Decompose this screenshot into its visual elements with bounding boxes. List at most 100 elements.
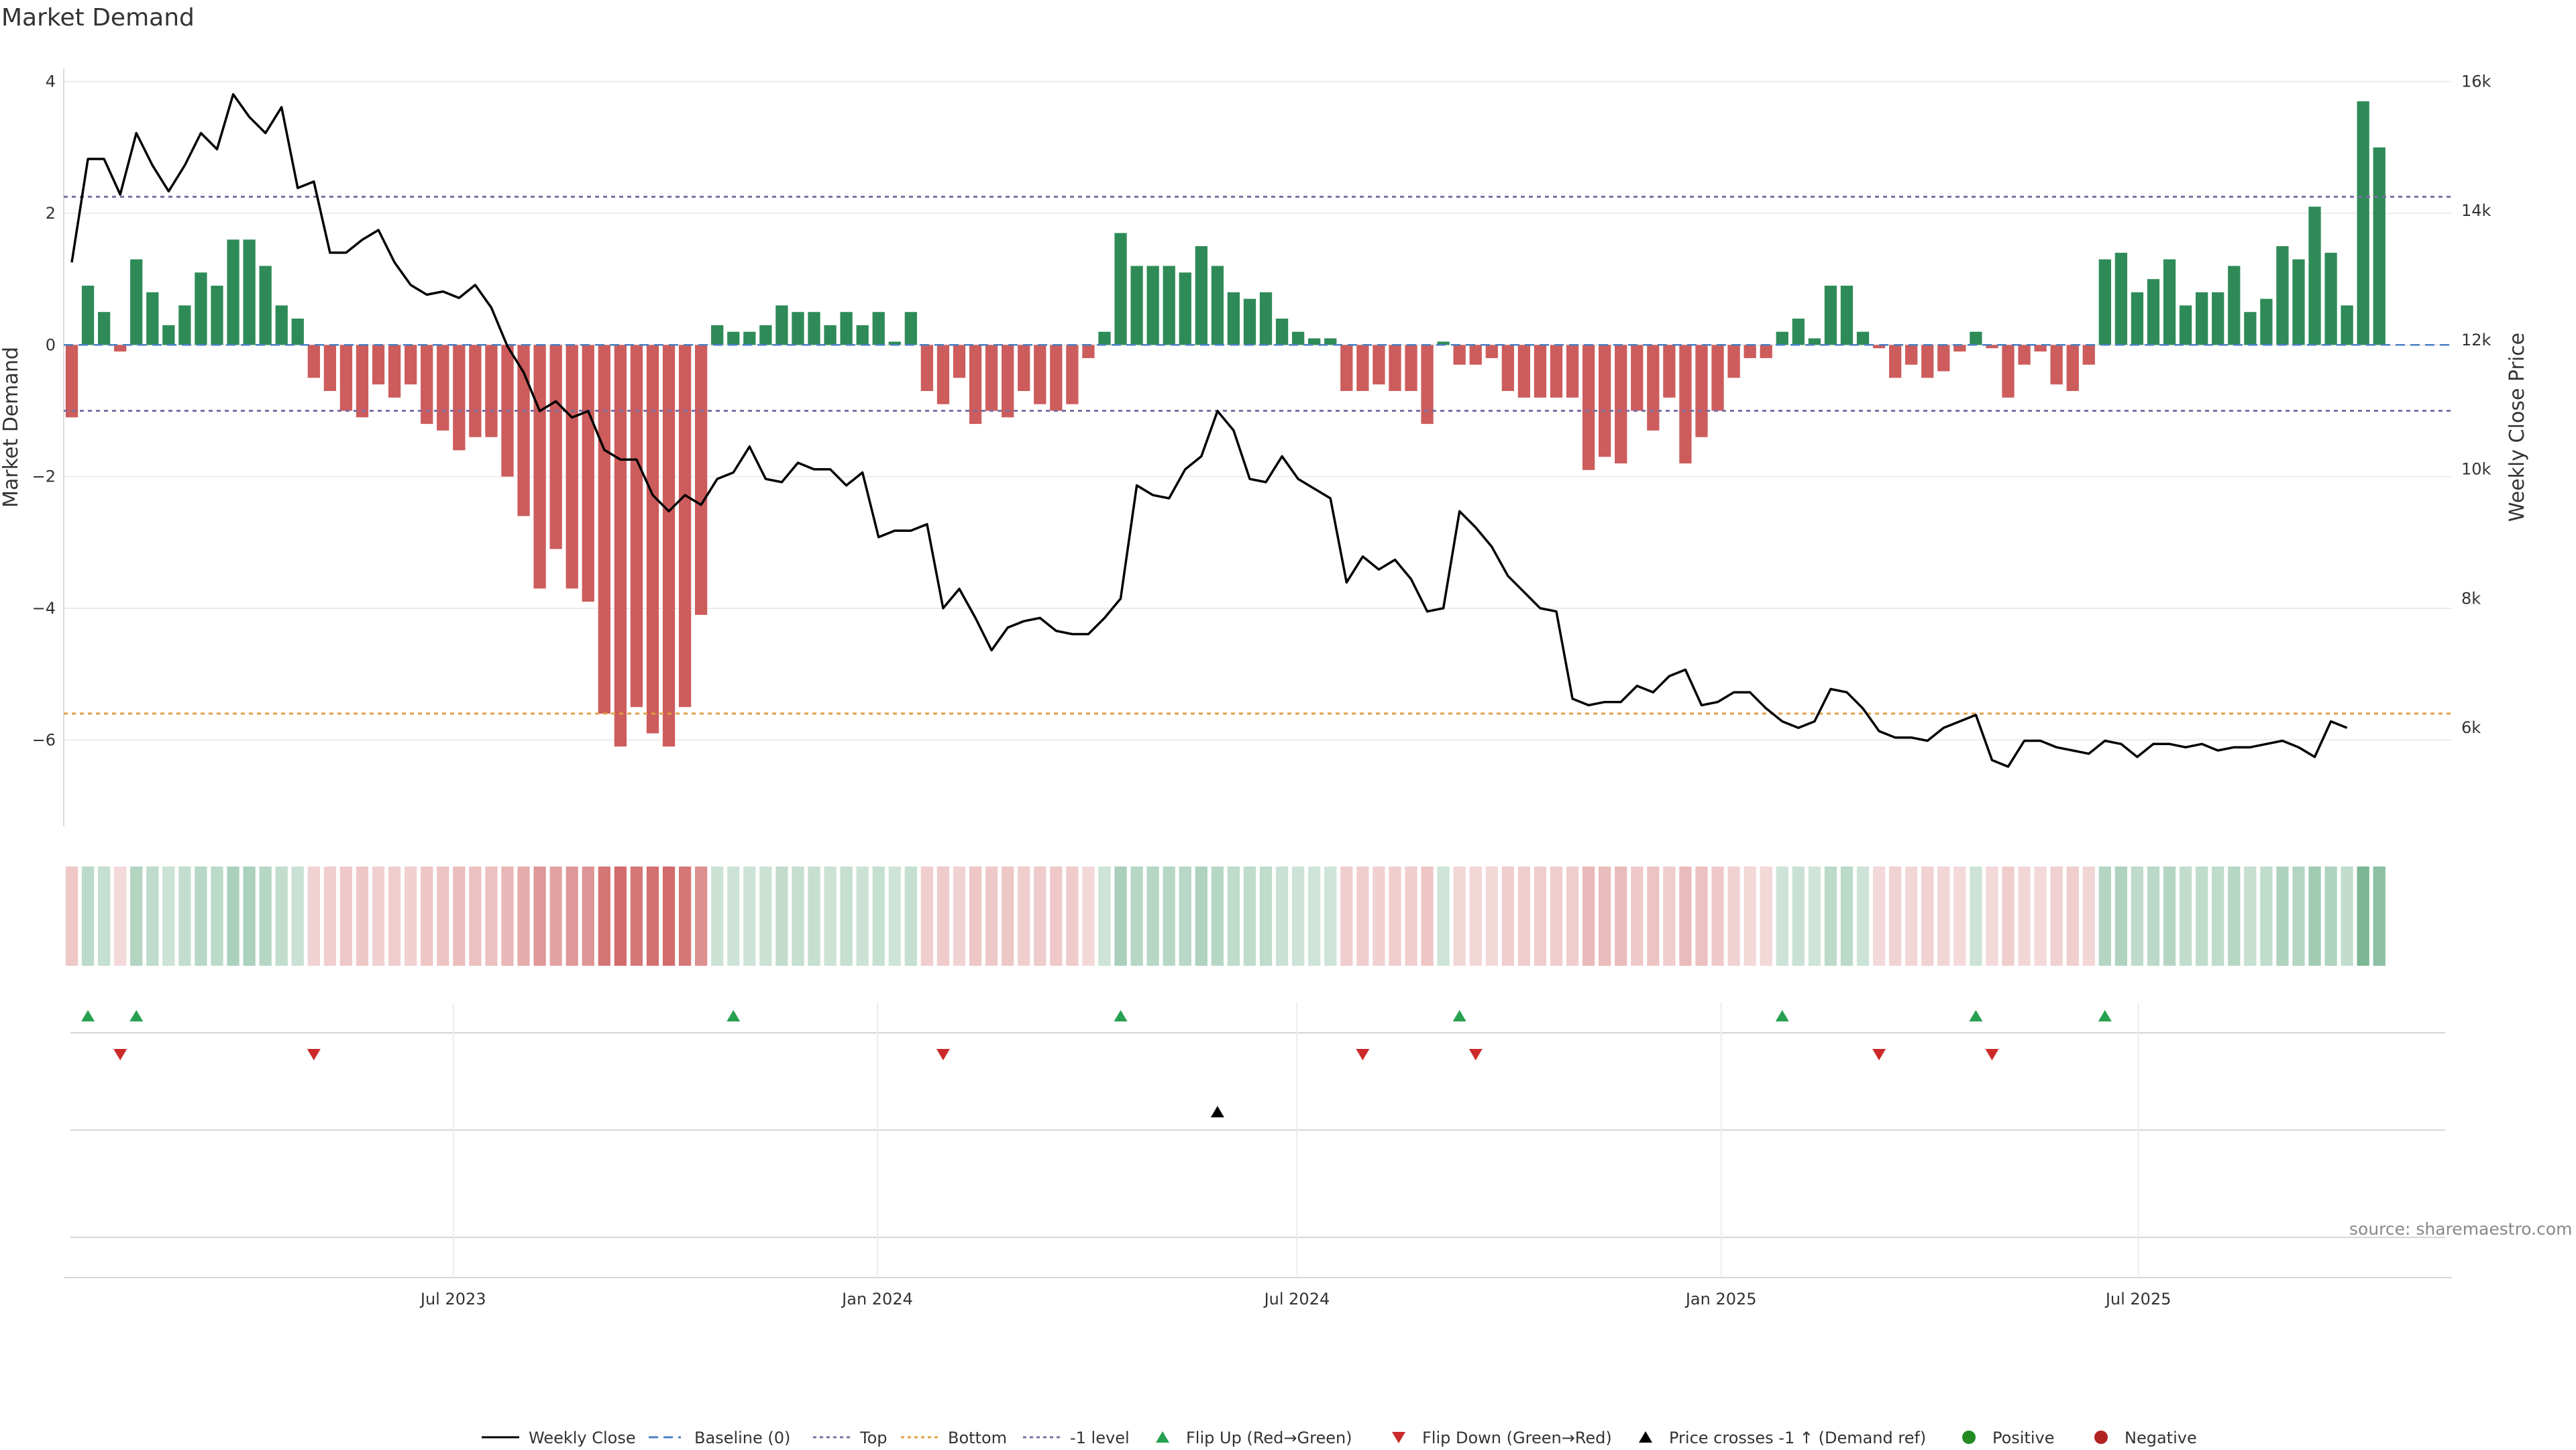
demand-heat-cell [1018, 867, 1030, 966]
demand-heat-cell [1130, 867, 1143, 966]
demand-heat-cell [792, 867, 804, 966]
demand-bar [1259, 292, 1273, 345]
demand-heat-cell [1872, 867, 1886, 966]
demand-heat-cell [856, 867, 869, 966]
demand-bar [372, 345, 385, 385]
demand-heat-cell [1437, 867, 1450, 966]
demand-bar [1195, 246, 1208, 345]
demand-bar [1840, 285, 1854, 345]
demand-heat-cell [2324, 867, 2337, 966]
flip-down-marker [1468, 1049, 1483, 1060]
demand-heat-cell [1986, 867, 1998, 966]
demand-heat-cell [339, 867, 353, 966]
demand-bar [178, 305, 191, 345]
demand-heat-cell [711, 867, 724, 966]
demand-bar [1921, 345, 1934, 378]
demand-bar [1002, 345, 1014, 418]
demand-bar [2147, 279, 2160, 345]
demand-bar [2276, 246, 2289, 345]
flip-up-marker [727, 1010, 741, 1021]
demand-bar [872, 312, 885, 345]
demand-heat-cell [1566, 867, 1579, 966]
flip-up-marker [1452, 1010, 1466, 1021]
market-demand-chart: −6 −4 −2 0 2 4 6k 8k 10k 12k 14k 16k Market Demand We… [0, 68, 2529, 1308]
demand-bar [2228, 266, 2241, 345]
demand-heat-cell [2114, 867, 2128, 966]
demand-bar [2098, 259, 2111, 345]
demand-bar [1227, 292, 1240, 345]
demand-bar [1066, 345, 1079, 404]
demand-heat-cell [2196, 867, 2208, 966]
demand-heat-cell [195, 867, 207, 966]
demand-heat-cell [2292, 867, 2305, 966]
demand-bar [421, 345, 433, 425]
demand-heat-cell [1098, 867, 1111, 966]
demand-bar [985, 345, 998, 411]
demand-bar [1179, 272, 1191, 345]
demand-bar [694, 345, 708, 615]
y2-tick-label: 14k [2461, 201, 2491, 220]
demand-bar [1905, 345, 1918, 365]
y-tick-label: 2 [46, 204, 56, 223]
demand-bar [549, 345, 562, 549]
demand-bar [1373, 345, 1385, 385]
demand-heat-cell [1308, 867, 1321, 966]
flip-up-marker [1775, 1010, 1789, 1021]
demand-heat-cell [1195, 867, 1208, 966]
demand-bar [405, 345, 417, 385]
demand-heat-cell [1599, 867, 1611, 966]
demand-heat-cell [1356, 867, 1369, 966]
flip-down-marker [1872, 1049, 1886, 1060]
demand-bar [1018, 345, 1030, 392]
legend-top-label: Top [859, 1429, 888, 1447]
demand-heat-cell [356, 867, 369, 966]
demand-bar [1405, 345, 1417, 392]
demand-heat-cell [307, 867, 320, 966]
demand-bar [356, 345, 369, 418]
demand-bar [1356, 345, 1369, 392]
demand-heat-cell [775, 867, 788, 966]
demand-heat-cell [130, 867, 143, 966]
demand-bar [2018, 345, 2031, 365]
demand-heat-cell [2244, 867, 2257, 966]
demand-heat-cell [582, 867, 594, 966]
demand-heat-cell [1905, 867, 1918, 966]
demand-heat-cell [65, 867, 78, 966]
demand-bar [1308, 338, 1321, 345]
demand-bar [840, 312, 853, 345]
demand-heat-cell [727, 867, 740, 966]
demand-bar [1743, 345, 1756, 358]
demand-heat-cell [1373, 867, 1385, 966]
demand-heat-cell [614, 867, 627, 966]
demand-heat-cell [1066, 867, 1079, 966]
demand-bar [678, 345, 692, 708]
demand-heat-cell [1953, 867, 1966, 966]
demand-bar [453, 345, 466, 451]
x-tick-label: Jul 2025 [2104, 1290, 2171, 1308]
demand-heat-cell [1324, 867, 1337, 966]
demand-bar [1550, 345, 1563, 398]
demand-bar [904, 312, 917, 345]
demand-heat-cell [1259, 867, 1273, 966]
demand-bar [1872, 345, 1886, 349]
demand-heat-cell [1163, 867, 1175, 966]
demand-bar [517, 345, 530, 516]
demand-heat-cell [1921, 867, 1934, 966]
demand-bar [614, 345, 627, 747]
demand-bar [1340, 345, 1353, 392]
flip-up-marker [81, 1010, 95, 1021]
demand-heat-cell [1034, 867, 1046, 966]
demand-heat-cell [2373, 867, 2385, 966]
y-tick-label: 0 [46, 335, 56, 354]
legend-swatch-marker [1639, 1431, 1652, 1443]
y2-tick-label: 12k [2461, 331, 2491, 349]
chart-legend: Weekly Close Baseline (0) Top Bottom -1 leve… [482, 1429, 2197, 1447]
demand-bar [1291, 331, 1305, 345]
demand-bar [211, 285, 223, 345]
demand-bar [1211, 266, 1224, 345]
demand-heat-cell [759, 867, 772, 966]
demand-heat-cell [1679, 867, 1692, 966]
demand-bar [2114, 252, 2128, 345]
demand-heat-cell [162, 867, 175, 966]
demand-heat-cell [662, 867, 676, 966]
